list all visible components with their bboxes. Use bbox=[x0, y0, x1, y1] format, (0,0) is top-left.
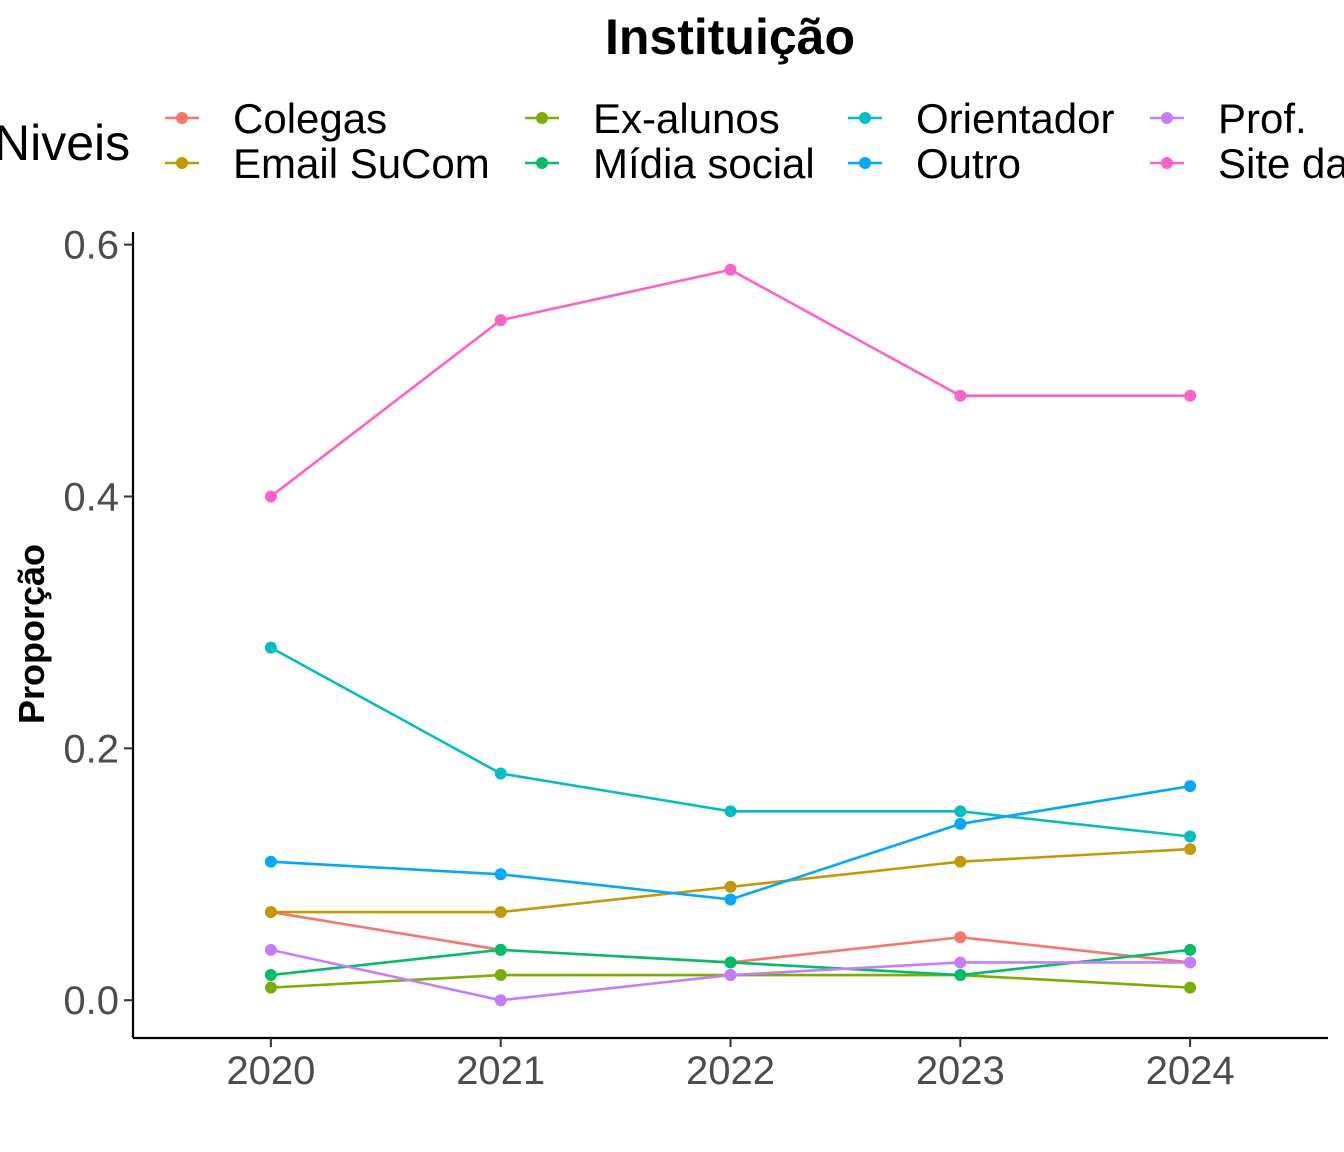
legend-key bbox=[525, 157, 559, 169]
legend-label: Ex-alunos bbox=[593, 95, 780, 142]
data-point bbox=[724, 969, 737, 982]
data-point bbox=[724, 880, 737, 893]
legend-label: Colegas bbox=[233, 95, 387, 142]
legend-key bbox=[848, 112, 882, 124]
legend-key bbox=[1150, 157, 1184, 169]
data-point bbox=[954, 817, 967, 830]
data-point bbox=[494, 767, 507, 780]
legend-key-point bbox=[536, 112, 548, 124]
series-7 bbox=[264, 263, 1197, 503]
series-5 bbox=[264, 780, 1197, 906]
x-ticks: 2020 2021 2022 2023 2024 bbox=[226, 1038, 1235, 1093]
series-4 bbox=[264, 641, 1197, 843]
data-point bbox=[264, 969, 277, 982]
x-tick-label: 2022 bbox=[686, 1049, 775, 1093]
legend-key-point bbox=[176, 112, 188, 124]
data-point bbox=[724, 805, 737, 818]
data-point bbox=[954, 855, 967, 868]
data-point bbox=[264, 906, 277, 919]
legend-key bbox=[1150, 112, 1184, 124]
legend-key bbox=[165, 112, 199, 124]
legend-label: Prof. bbox=[1218, 95, 1307, 142]
data-point bbox=[1184, 943, 1197, 956]
data-point bbox=[724, 263, 737, 276]
series-1 bbox=[264, 843, 1197, 919]
y-tick-label: 0.2 bbox=[63, 727, 119, 771]
series-line bbox=[270, 268, 1191, 498]
data-point bbox=[954, 969, 967, 982]
data-point bbox=[1184, 780, 1197, 793]
legend-key-point bbox=[536, 157, 548, 169]
x-tick-label: 2024 bbox=[1146, 1049, 1235, 1093]
data-point bbox=[724, 893, 737, 906]
series-6 bbox=[264, 943, 1197, 1007]
data-point bbox=[264, 490, 277, 503]
series-group bbox=[264, 263, 1197, 1007]
legend-label: Email SuCom bbox=[233, 140, 490, 187]
data-point bbox=[264, 943, 277, 956]
legend-key bbox=[165, 157, 199, 169]
y-axis-label: Proporção bbox=[11, 544, 52, 724]
data-point bbox=[494, 314, 507, 327]
data-point bbox=[264, 855, 277, 868]
x-tick-label: 2021 bbox=[456, 1049, 545, 1093]
data-point bbox=[264, 641, 277, 654]
data-point bbox=[724, 956, 737, 969]
series-line bbox=[270, 910, 1191, 964]
legend-key-point bbox=[859, 112, 871, 124]
series-3 bbox=[264, 943, 1197, 982]
legend-key-point bbox=[176, 157, 188, 169]
x-tick-label: 2023 bbox=[916, 1049, 1005, 1093]
legend-key bbox=[525, 112, 559, 124]
data-point bbox=[494, 994, 507, 1007]
data-point bbox=[494, 969, 507, 982]
data-point bbox=[954, 956, 967, 969]
y-tick-label: 0.4 bbox=[63, 475, 119, 519]
data-point bbox=[264, 981, 277, 994]
legend-key-point bbox=[1161, 157, 1173, 169]
legend-label: Orientador bbox=[916, 95, 1114, 142]
data-point bbox=[494, 943, 507, 956]
legend-title: Niveis bbox=[0, 115, 130, 171]
data-point bbox=[954, 805, 967, 818]
y-tick-label: 0.0 bbox=[63, 979, 119, 1023]
data-point bbox=[494, 906, 507, 919]
legend-key-point bbox=[859, 157, 871, 169]
data-point bbox=[1184, 956, 1197, 969]
data-point bbox=[1184, 981, 1197, 994]
legend-label: Outro bbox=[916, 140, 1021, 187]
data-point bbox=[1184, 389, 1197, 402]
legend-key bbox=[848, 157, 882, 169]
x-tick-label: 2020 bbox=[226, 1049, 315, 1093]
data-point bbox=[1184, 843, 1197, 856]
axes bbox=[131, 232, 1328, 1040]
y-tick-label: 0.6 bbox=[63, 224, 119, 268]
legend-label: Mídia social bbox=[593, 140, 815, 187]
legend-label: Site da bbox=[1218, 140, 1344, 187]
chart-title: Instituição bbox=[605, 9, 855, 65]
legend-key-point bbox=[1161, 112, 1173, 124]
data-point bbox=[954, 389, 967, 402]
data-point bbox=[954, 931, 967, 944]
y-ticks: 0.0 0.2 0.4 0.6 bbox=[63, 224, 133, 1023]
data-point bbox=[494, 868, 507, 881]
data-point bbox=[1184, 830, 1197, 843]
